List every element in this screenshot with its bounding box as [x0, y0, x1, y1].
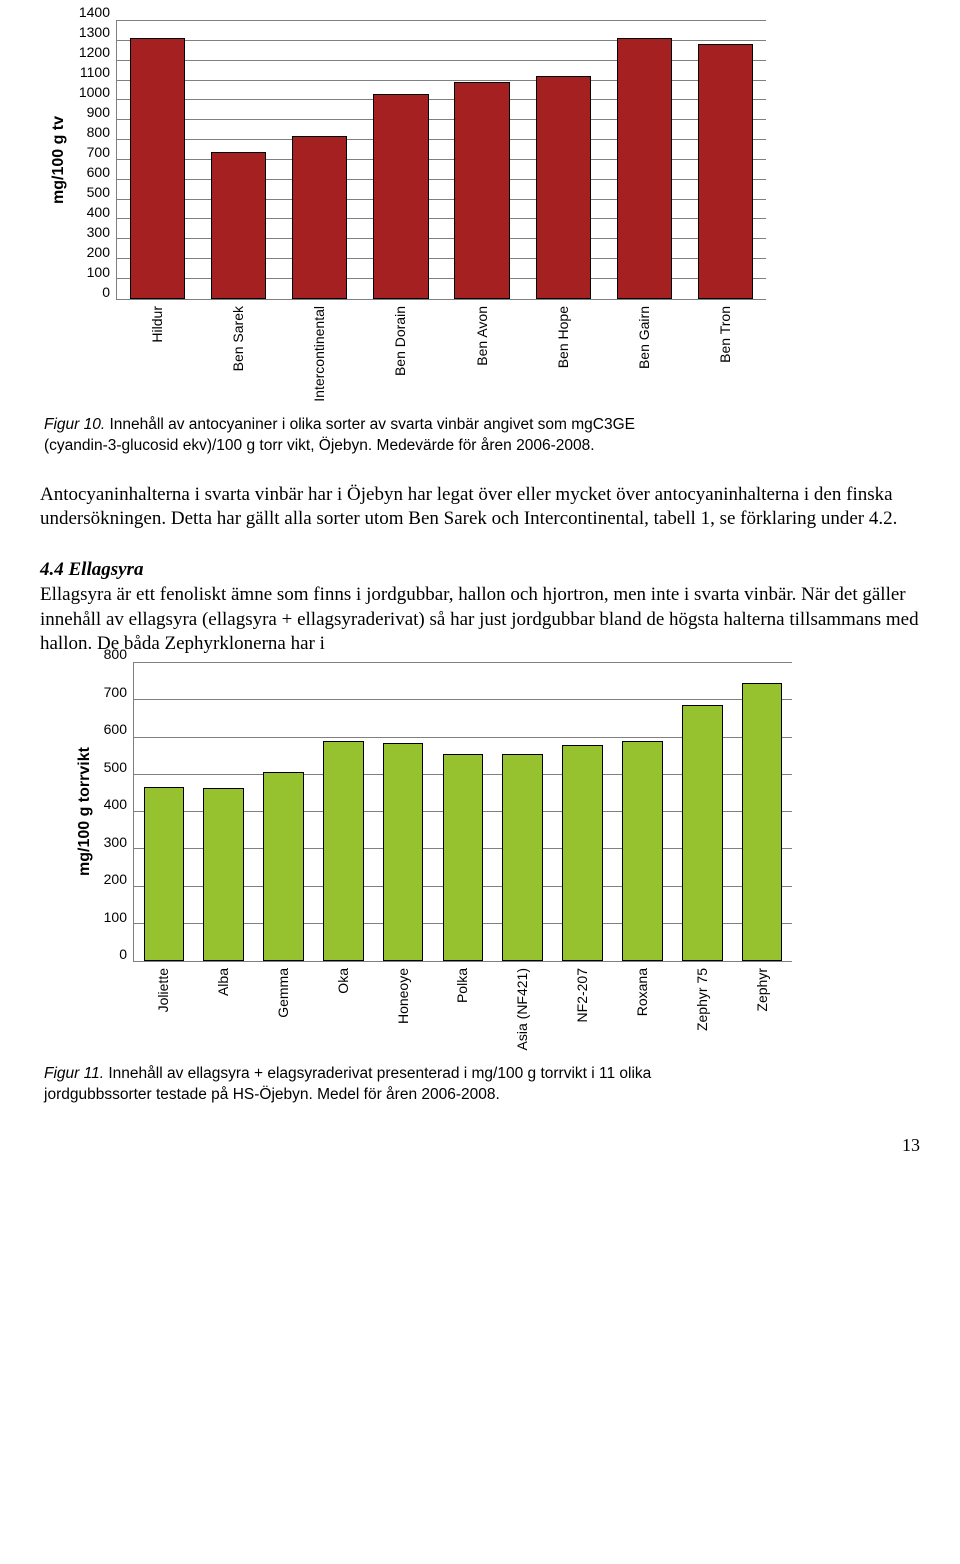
- page-number: 13: [40, 1135, 920, 1156]
- xtick-label: Oka: [335, 968, 351, 994]
- xtick-label: Roxana: [634, 968, 650, 1016]
- bar: [373, 94, 428, 299]
- xtick-label: Gemma: [275, 968, 291, 1018]
- bar: [443, 754, 484, 961]
- section-number: 4.4: [40, 559, 64, 580]
- xtick-label: Hildur: [149, 306, 165, 343]
- bar: [130, 38, 185, 299]
- chart1-xticks: Hildur Ben Sarek Intercontinental Ben Dorai…: [116, 306, 766, 405]
- figure11-number: Figur 11.: [44, 1065, 104, 1082]
- chart2-ylabel: mg/100 g torrvikt: [72, 662, 98, 962]
- bar: [203, 788, 244, 961]
- chart-ellagsyra: mg/100 g torrvikt 8007006005004003002001…: [72, 662, 792, 1053]
- bar: [383, 743, 424, 962]
- bar: [323, 741, 364, 961]
- section-heading-ellagsyra: 4.4 Ellagsyra: [40, 559, 920, 581]
- xtick-label: Ben Avon: [474, 306, 490, 366]
- bar: [502, 754, 543, 961]
- bar: [698, 44, 753, 299]
- xtick-label: NF2-207: [574, 968, 590, 1022]
- chart1-bars: [117, 20, 766, 299]
- paragraph-ellagsyra: Ellagsyra är ett fenoliskt ämne som finn…: [40, 583, 920, 656]
- bar: [617, 38, 672, 299]
- bar: [263, 772, 304, 961]
- bar: [742, 683, 783, 961]
- section-title: Ellagsyra: [69, 559, 144, 580]
- bar: [536, 76, 591, 299]
- xtick-label: Joliette: [155, 968, 171, 1012]
- figure11-caption-text: Innehåll av ellagsyra + elagsyraderivat …: [44, 1065, 651, 1103]
- bar: [622, 741, 663, 962]
- bar: [562, 745, 603, 961]
- paragraph-antocyanin: Antocyaninhalterna i svarta vinbär har i…: [40, 483, 920, 532]
- xtick-label: Intercontinental: [311, 306, 327, 402]
- xtick-label: Ben Gairn: [636, 306, 652, 369]
- xtick-label: Zephyr: [754, 968, 770, 1012]
- chart1-yticks: 1400130012001100100090080070060050040030…: [72, 20, 116, 300]
- figure10-caption-text: Innehåll av antocyaniner i olika sorter …: [44, 416, 635, 454]
- xtick-label: Ben Dorain: [392, 306, 408, 376]
- bar: [292, 136, 347, 299]
- chart2-bars: [134, 662, 792, 961]
- chart-antocyaniner: mg/100 g tv 1400130012001100100090080070…: [46, 20, 766, 405]
- bar: [211, 152, 266, 299]
- xtick-label: Polka: [454, 968, 470, 1003]
- xtick-label: Ben Hope: [555, 306, 571, 368]
- chart2-xticks: Joliette Alba Gemma Oka Honeoye Polka Asia (NF…: [133, 968, 792, 1053]
- bar: [454, 82, 509, 299]
- chart1-plot: [116, 20, 766, 300]
- spacer: [72, 300, 116, 405]
- xtick-label: Ben Tron: [717, 306, 733, 363]
- chart1-ylabel: mg/100 g tv: [46, 20, 72, 300]
- xtick-label: Zephyr 75: [694, 968, 710, 1031]
- chart2-yticks: 8007006005004003002001000: [98, 662, 133, 962]
- xtick-label: Asia (NF421): [514, 968, 530, 1050]
- bar: [144, 787, 185, 961]
- spacer: [98, 962, 133, 1053]
- xtick-label: Honeoye: [395, 968, 411, 1024]
- figure11-caption: Figur 11. Innehåll av ellagsyra + elagsy…: [44, 1064, 724, 1106]
- xtick-label: Alba: [215, 968, 231, 996]
- figure10-number: Figur 10.: [44, 416, 105, 433]
- chart2-plot: [133, 662, 792, 962]
- figure10-caption: Figur 10. Innehåll av antocyaniner i oli…: [44, 415, 644, 457]
- xtick-label: Ben Sarek: [230, 306, 246, 371]
- bar: [682, 705, 723, 961]
